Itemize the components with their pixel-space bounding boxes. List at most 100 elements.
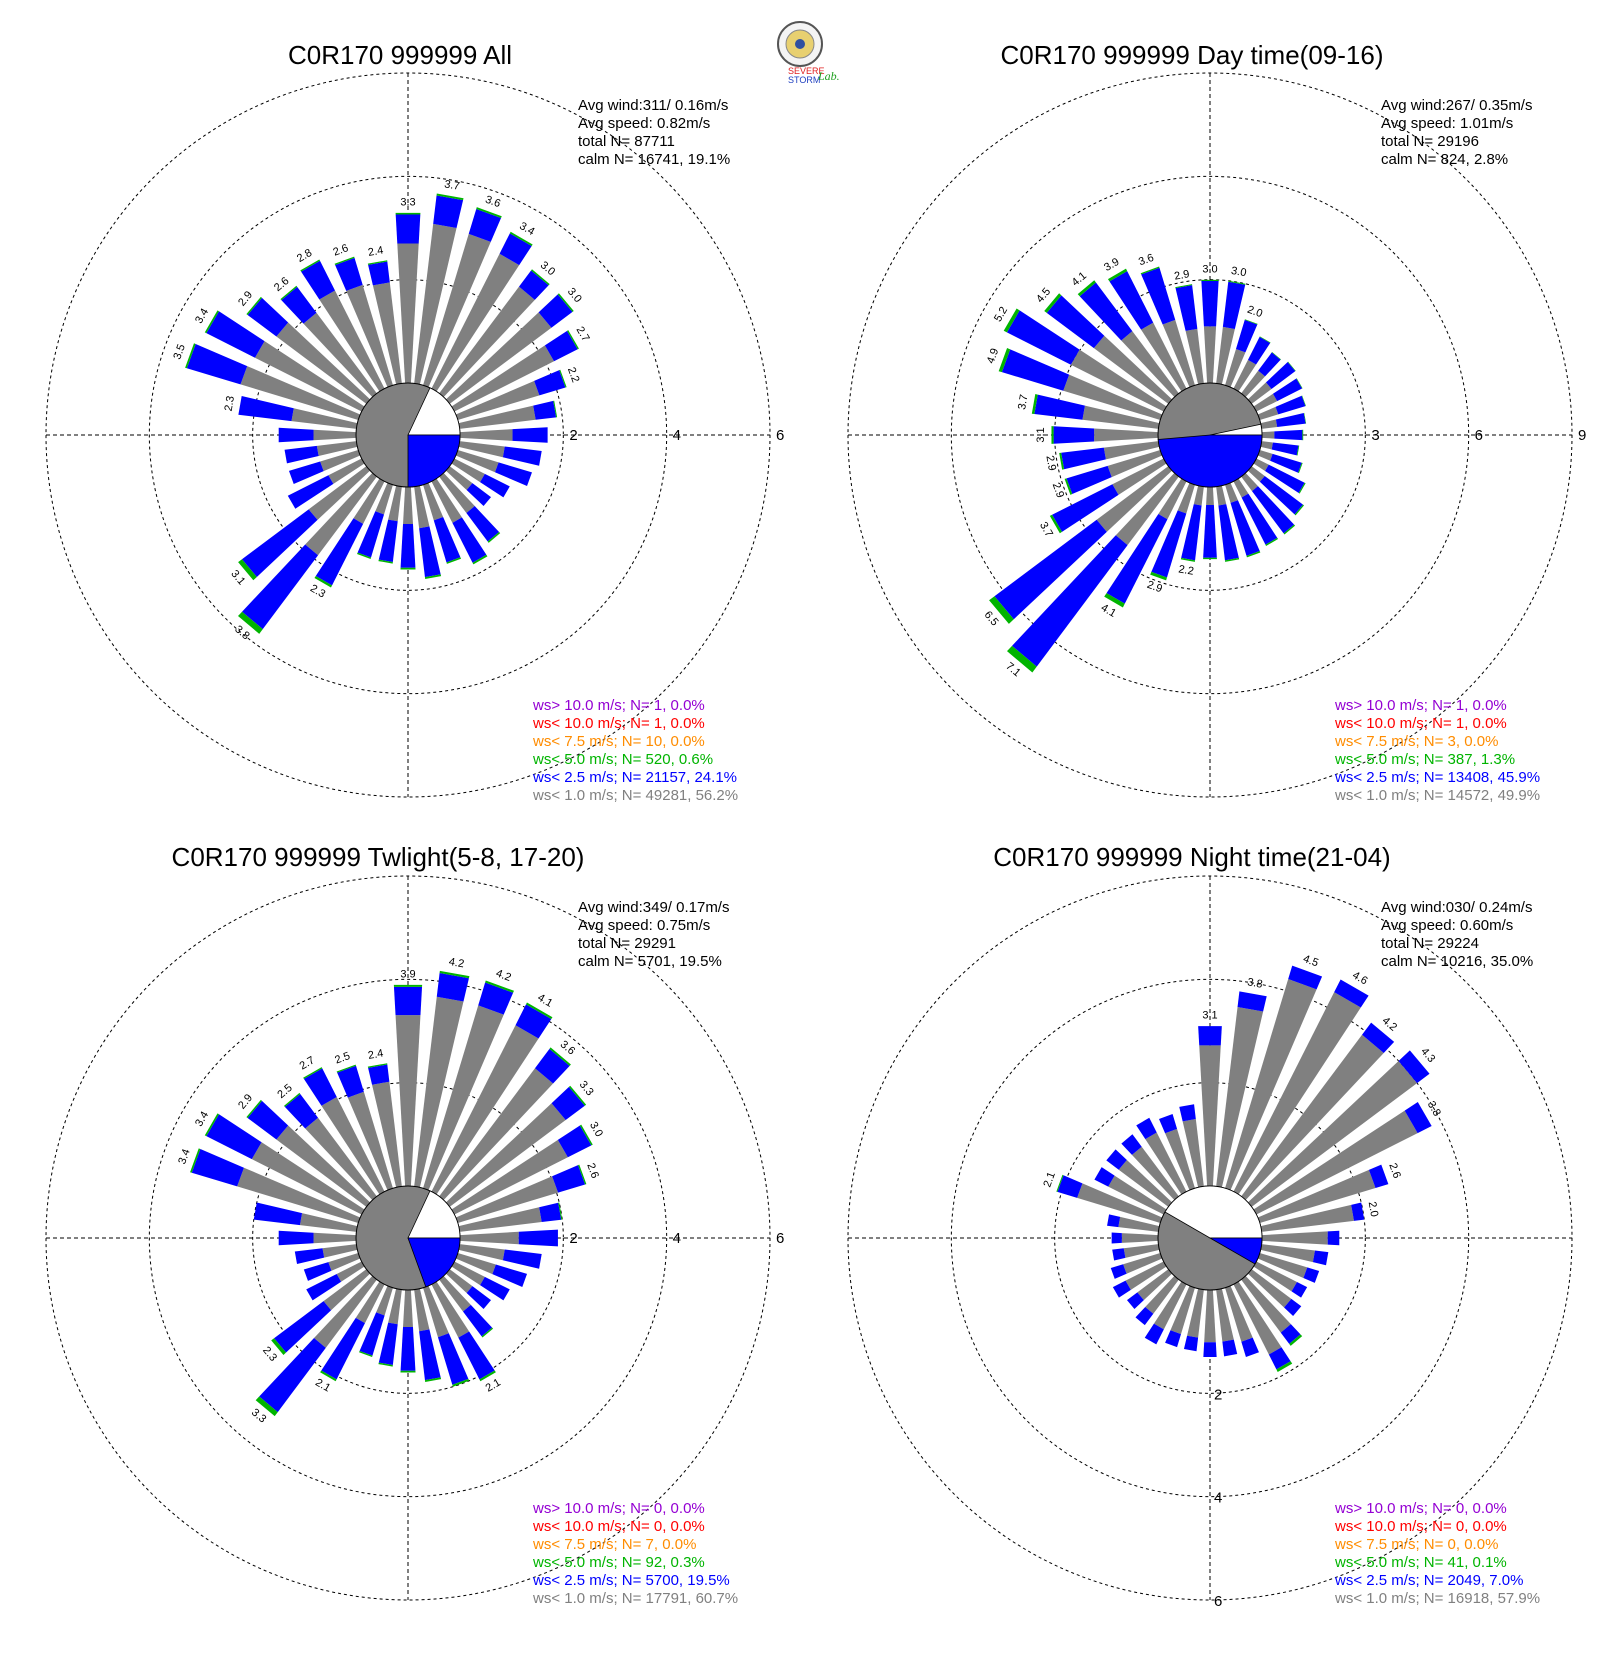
bar-segment-lt1 [1257, 450, 1273, 461]
bar-segment-lt5 [190, 1148, 201, 1173]
bar-segment-lt25 [1121, 1134, 1142, 1155]
legend-row-lt75: ws< 7.5 m/s; N= 0, 0.0% [1334, 1536, 1498, 1553]
bar-segment-lt1 [1118, 1159, 1173, 1207]
ring-label: 6 [776, 427, 784, 444]
bar-segment-lt25 [1280, 1324, 1301, 1344]
bar-segment-lt25 [247, 297, 289, 337]
bar-segment-lt25 [1061, 447, 1106, 470]
direction-bar-170 [1216, 485, 1240, 562]
direction-bar-60 [451, 330, 579, 412]
direction-bar-50 [445, 1085, 587, 1207]
bar-segment-lt25 [1312, 1250, 1329, 1266]
bar-segment-lt25 [1275, 413, 1306, 427]
bar-segment-lt25 [1303, 1267, 1320, 1283]
bar-segment-lt5 [204, 1113, 219, 1137]
bar-segment-lt1 [376, 1285, 393, 1316]
calm-sector-white [407, 387, 461, 436]
bar-segment-lt1 [291, 408, 358, 429]
bar-segment-lt1 [305, 472, 377, 556]
bar-value-label: 3.3 [577, 1079, 596, 1098]
bar-segment-lt1 [423, 233, 491, 388]
bar-segment-lt5 [303, 1067, 323, 1079]
bar-segment-lt5 [479, 1370, 496, 1382]
bar-segment-lt25 [1258, 352, 1281, 377]
direction-bar-330 [303, 1067, 385, 1195]
info-line: Avg speed: 0.60m/s [1381, 917, 1513, 934]
bar-segment-lt25 [315, 518, 364, 586]
bar-segment-lt1 [321, 1096, 385, 1195]
bar-segment-lt25 [1235, 319, 1258, 353]
bar-segment-lt1 [439, 472, 475, 514]
direction-bar-140 [439, 1275, 494, 1338]
legend-row-lt5: ws< 5.0 m/s; N= 520, 0.6% [532, 751, 713, 768]
direction-bar-90 [1261, 429, 1304, 441]
bar-segment-lt25 [378, 1322, 398, 1366]
bar-segment-lt5 [1175, 284, 1193, 289]
direction-bar-240 [1112, 1261, 1167, 1298]
ring-2 [252, 279, 564, 591]
ring-label: 6 [1475, 427, 1483, 444]
ring-4 [950, 978, 1470, 1498]
direction-bar-190 [1180, 485, 1204, 562]
bar-segment-lt5 [400, 567, 416, 570]
bar-segment-lt25 [433, 516, 461, 563]
bar-segment-lt1 [414, 1288, 430, 1332]
bar-segment-lt5 [436, 193, 464, 201]
ring-label: 2 [1214, 1386, 1222, 1403]
bar-segment-lt5 [246, 296, 262, 315]
bar-value-label: 2.8 [295, 247, 314, 265]
direction-bar-220 [238, 472, 377, 634]
legend-row-gt10: ws> 10.0 m/s; N= 0, 0.0% [532, 1500, 705, 1517]
bar-segment-lt1 [451, 1261, 485, 1286]
bar-segment-lt25 [534, 1048, 570, 1084]
direction-bar-350 [367, 1063, 402, 1188]
bar-value-label: 4.6 [1350, 969, 1369, 987]
bar-segment-lt25 [1107, 1214, 1121, 1228]
direction-bar-40 [439, 269, 550, 398]
direction-bar-340 [336, 1064, 393, 1191]
bar-segment-lt5 [378, 1362, 393, 1367]
bar-segment-lt1 [1093, 335, 1173, 404]
bar-segment-lt1 [459, 429, 513, 441]
bar-segment-lt5 [271, 1338, 287, 1355]
bar-segment-lt1 [445, 466, 473, 491]
bar-segment-lt25 [1275, 395, 1306, 415]
legend-row-lt10: ws< 10.0 m/s; N= 0, 0.0% [532, 1518, 705, 1535]
bar-segment-lt5 [1287, 361, 1296, 372]
bar-segment-lt1 [1070, 349, 1167, 412]
bar-segment-lt1 [1063, 374, 1163, 420]
bar-value-label: 3.6 [558, 1038, 577, 1057]
bar-segment-lt1 [1077, 1183, 1163, 1223]
bar-segment-lt1 [431, 1025, 539, 1195]
ring-label: 4 [673, 1230, 681, 1247]
bar-segment-lt25 [242, 544, 319, 630]
direction-bar-320 [1121, 1134, 1179, 1201]
direction-bar-280 [253, 1202, 358, 1232]
direction-bar-140 [439, 472, 501, 543]
bar-segment-lt1 [1216, 485, 1227, 506]
info-line: Avg wind:349/ 0.17m/s [578, 899, 729, 916]
bar-segment-lt5 [472, 554, 488, 565]
bar-segment-lt1 [1260, 1244, 1315, 1263]
direction-bar-190 [378, 485, 402, 564]
bar-segment-lt25 [400, 524, 416, 568]
bar-segment-lt1 [305, 1117, 377, 1201]
direction-bar-20 [1225, 965, 1323, 1191]
bar-segment-lt1 [1257, 406, 1279, 420]
legend-row-lt25: ws< 2.5 m/s; N= 5700, 19.5% [532, 1572, 730, 1589]
bar-segment-lt5 [1150, 571, 1167, 581]
bar-segment-lt5 [1064, 478, 1073, 495]
bar-segment-lt1 [319, 290, 385, 392]
bar-segment-lt25 [538, 294, 573, 328]
ring-label: 2 [569, 1230, 577, 1247]
direction-bar-340 [1158, 1114, 1195, 1191]
bar-segment-lt1 [403, 1289, 413, 1328]
bar-segment-lt1 [1177, 482, 1195, 514]
bar-segment-lt25 [1351, 1202, 1365, 1221]
bar-segment-lt1 [372, 282, 402, 385]
info-line: Avg speed: 0.75m/s [578, 917, 710, 934]
bar-segment-lt25 [1334, 979, 1369, 1008]
bar-value-label: 2.5 [275, 1082, 294, 1101]
bar-segment-lt25 [462, 1304, 493, 1337]
direction-bar-240 [1049, 458, 1167, 534]
